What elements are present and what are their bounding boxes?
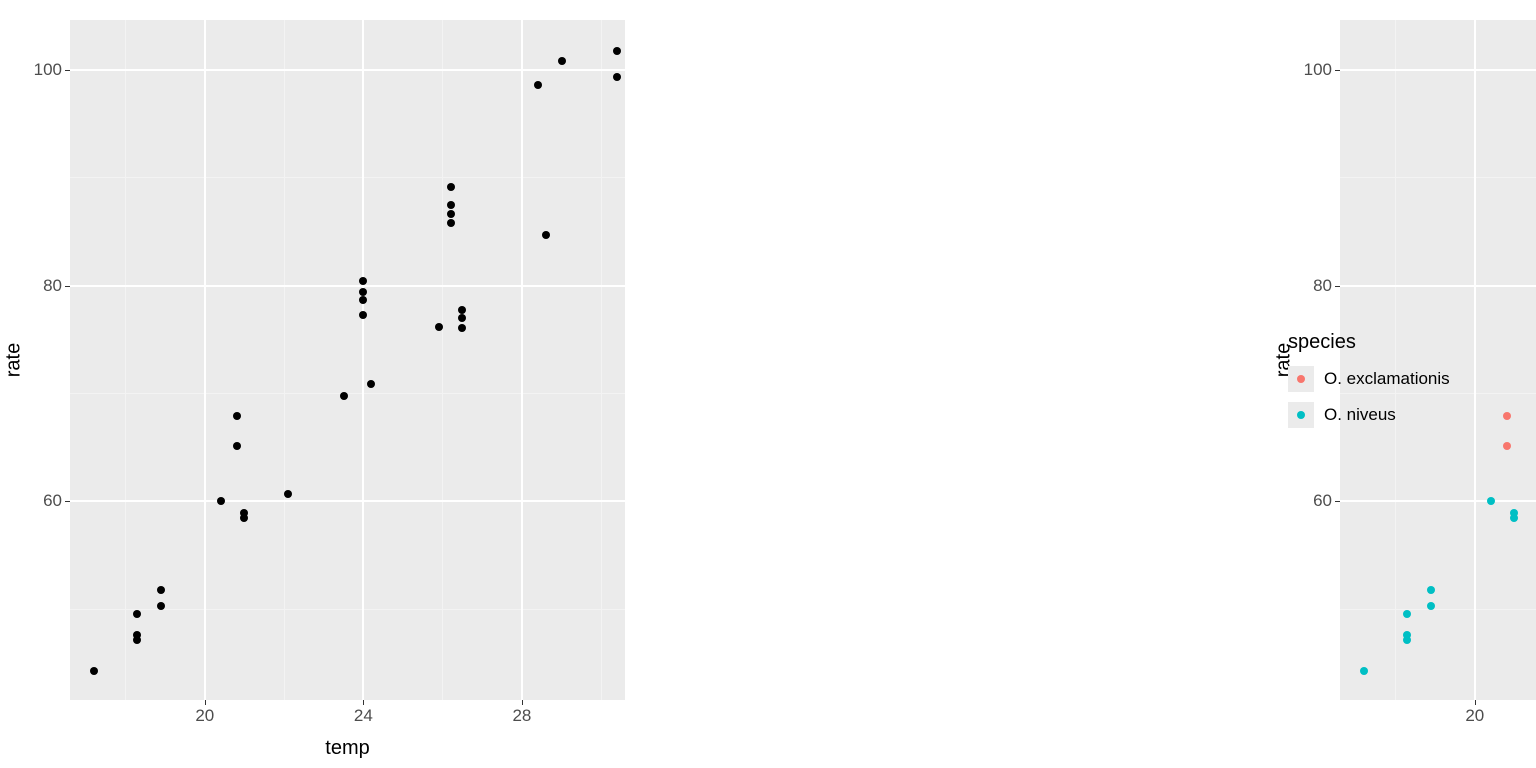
grid-minor-h	[70, 177, 625, 178]
grid-minor-h	[70, 393, 625, 394]
data-point	[90, 667, 98, 675]
data-point	[534, 81, 542, 89]
legend-item: O. niveus	[1288, 402, 1450, 428]
data-point	[157, 602, 165, 610]
data-point	[558, 57, 566, 65]
data-point	[458, 314, 466, 322]
x-tick-label: 20	[195, 700, 214, 726]
data-point	[133, 631, 141, 639]
data-point	[447, 183, 455, 191]
grid-minor-v	[442, 20, 443, 700]
y-tick-label: 60	[43, 491, 70, 511]
legend-dot-icon	[1297, 411, 1305, 419]
figure-container: rate temp 2024286080100 rate temp 202428…	[0, 0, 1536, 768]
data-point	[133, 610, 141, 618]
data-point	[613, 47, 621, 55]
y-axis-title-left: rate	[3, 343, 26, 377]
left-plot-area: 2024286080100	[70, 20, 625, 700]
data-point	[359, 277, 367, 285]
data-point	[233, 442, 241, 450]
legend-key	[1288, 402, 1314, 428]
data-point	[233, 412, 241, 420]
legend-key	[1288, 366, 1314, 392]
grid-minor-v	[284, 20, 285, 700]
grid-major-v	[204, 20, 206, 700]
data-point	[359, 296, 367, 304]
data-point	[435, 323, 443, 331]
data-point	[284, 490, 292, 498]
y-tick-label: 100	[34, 60, 70, 80]
data-point	[359, 288, 367, 296]
data-point	[340, 392, 348, 400]
grid-minor-v	[601, 20, 602, 700]
grid-minor-h	[70, 609, 625, 610]
legend-items: O. exclamationis O. niveus	[1288, 366, 1450, 428]
left-scatter-panel: rate temp 2024286080100	[0, 0, 635, 768]
x-axis-title-left: temp	[325, 737, 369, 760]
grid-minor-v	[125, 20, 126, 700]
data-point	[217, 497, 225, 505]
legend-dot-icon	[1297, 375, 1305, 383]
data-point	[447, 219, 455, 227]
x-tick-label: 28	[512, 700, 531, 726]
legend-item: O. exclamationis	[1288, 366, 1450, 392]
grid-major-v	[362, 20, 364, 700]
data-point	[447, 210, 455, 218]
legend-title: species	[1288, 331, 1450, 354]
legend-label: O. niveus	[1324, 405, 1396, 425]
grid-major-h	[70, 69, 625, 71]
data-point	[447, 201, 455, 209]
legend-label: O. exclamationis	[1324, 369, 1450, 389]
data-point	[458, 324, 466, 332]
data-point	[157, 586, 165, 594]
grid-major-h	[70, 500, 625, 502]
data-point	[240, 509, 248, 517]
data-point	[367, 380, 375, 388]
y-tick-label: 80	[43, 276, 70, 296]
grid-major-h	[70, 285, 625, 287]
x-tick-label: 24	[354, 700, 373, 726]
legend: species O. exclamationis O. niveus	[1270, 0, 1536, 768]
data-point	[613, 73, 621, 81]
data-point	[458, 306, 466, 314]
legend-inner: species O. exclamationis O. niveus	[1288, 331, 1450, 438]
data-point	[359, 311, 367, 319]
grid-major-v	[521, 20, 523, 700]
data-point	[542, 231, 550, 239]
